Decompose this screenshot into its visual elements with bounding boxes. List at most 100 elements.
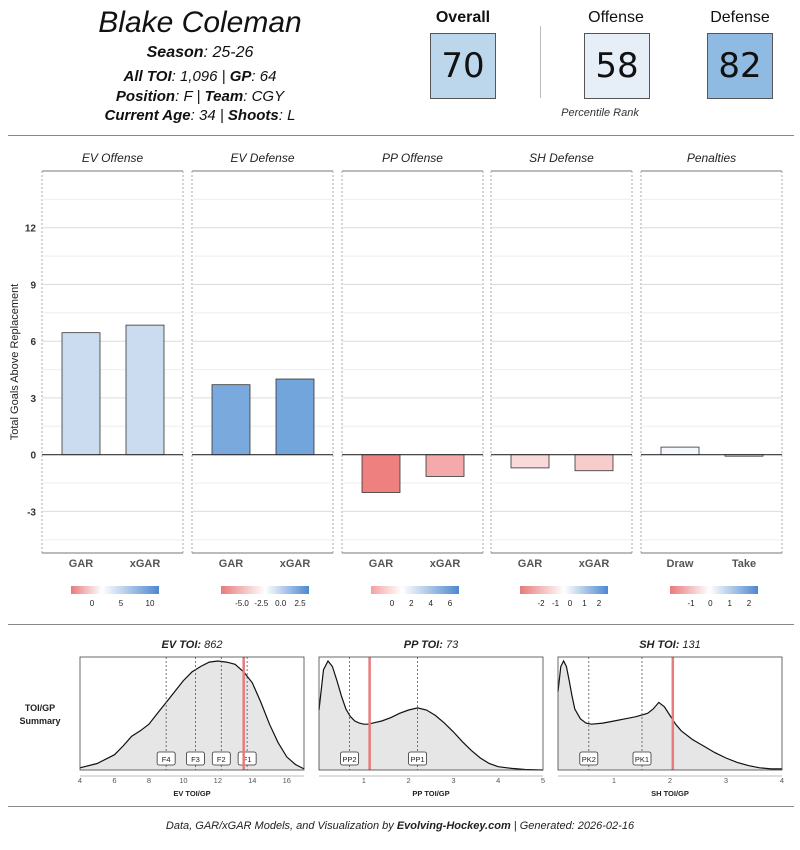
x-tick-label: 1 [362,776,366,785]
header-divider [8,135,794,136]
color-legend-bar [221,586,309,594]
panel-title: EV Offense [82,151,144,165]
chart-divider [8,624,794,625]
line-marker-label: PK1 [635,755,649,764]
footer-credit: Data, GAR/xGAR Models, and Visualization… [165,820,635,832]
y-tick-label: -3 [27,507,36,518]
color-legend-tick: -2 [537,599,545,608]
line-marker-box [186,751,205,766]
offense-rank-value: 58 [584,33,650,99]
gar-panel-penalties: Penalties Draw Take -1 0 1 2 [640,151,783,608]
density-frame [557,656,783,771]
x-tick-label: xGAR [430,558,461,570]
overall-rank-label: Overall [435,9,491,26]
color-legend-tick: 2.5 [294,599,306,608]
toi-row-label: Summary [19,716,60,726]
gar-panel-ev-offense: EV Offense GAR xGAR 0 5 10 [41,151,184,608]
season-line: Season: 25-26 [146,44,254,61]
line-marker-box [211,751,231,766]
y-axis-label: Total Goals Above Replacement [9,284,21,441]
color-legend-tick: -1 [552,599,560,608]
x-tick-label: Draw [667,558,694,570]
line-marker-label: F1 [243,755,252,764]
x-tick-label: 8 [147,776,151,785]
line-marker-label: F4 [162,755,171,764]
x-tick-label: xGAR [130,558,161,570]
x-tick-label: 4 [496,776,500,785]
x-tick-label: GAR [69,558,94,570]
density-frame [79,656,305,771]
color-legend-bar [371,586,459,594]
line-marker-label: PP2 [342,755,356,764]
color-legend-tick: 0.0 [275,599,287,608]
x-axis-label: EV TOI/GP [173,789,210,798]
bar-gar [510,454,550,469]
bar-gar [361,454,401,493]
overall-rank-value: 70 [430,33,496,99]
color-legend-bar [520,586,608,594]
density-area [80,661,304,770]
x-axis-label: SH TOI/GP [651,789,689,798]
density-frame [318,656,544,771]
x-tick-label: 4 [780,776,784,785]
gar-panel-ev-defense: EV Defense GAR xGAR -5.0 -2.5 0.0 2.5 [191,151,334,608]
line-marker-box [632,751,652,766]
toi-panel-sh-toi: SH TOI: 131 PK2 PK1 1 2 3 4 SH TOI/GP [557,639,784,798]
toi-panel-pp-toi: PP TOI: 73 PP2 PP1 1 2 3 4 5 PP TOI/GP [318,639,545,798]
color-legend-tick: 1 [582,599,587,608]
x-tick-label: 3 [724,776,728,785]
x-tick-label: GAR [219,558,244,570]
x-tick-label: 5 [541,776,545,785]
line-marker-box [156,751,176,766]
y-tick-label: 9 [30,280,36,291]
line-marker-box [340,751,359,766]
offense-rank-label: Offense [588,9,644,26]
density-line [557,659,782,770]
panel-title: SH Defense [529,151,594,165]
x-axis-label: PP TOI/GP [412,789,449,798]
gar-panel-sh-defense: SH Defense GAR xGAR -2 -1 0 1 2 [490,151,633,608]
line-marker-box [408,751,427,766]
color-legend-tick: 4 [428,599,433,608]
x-tick-label: Take [732,558,756,570]
color-legend-tick: 0 [390,599,395,608]
y-tick-label: 12 [25,224,37,235]
color-legend-tick: 0 [90,599,95,608]
x-tick-label: GAR [518,558,543,570]
bar-gar [211,384,251,456]
panel-title: PP Offense [382,151,443,165]
line-marker-box [579,751,599,766]
panel-title: Penalties [687,151,736,165]
color-legend-tick: 6 [448,599,453,608]
density-line [318,659,544,771]
color-legend-tick: 2 [747,599,752,608]
y-tick-label: 6 [30,337,36,348]
x-tick-label: 1 [612,776,616,785]
density-area [319,661,543,770]
toi-panel-title: EV TOI: 862 [162,639,223,651]
panel-title: EV Defense [230,151,294,165]
defense-rank-value: 82 [707,33,773,99]
bar-xgar [425,454,465,477]
bar-xgar [574,454,614,472]
bar-draw [660,446,700,456]
color-legend-tick: 5 [119,599,124,608]
toi-row-label: TOI/GP [25,703,55,713]
x-tick-label: xGAR [579,558,610,570]
color-legend-tick: -2.5 [254,599,268,608]
gar-panel-pp-offense: PP Offense GAR xGAR 0 2 4 6 [341,151,484,608]
x-tick-label: xGAR [280,558,311,570]
player-name: Blake Coleman [98,6,302,39]
x-tick-label: 4 [78,776,82,785]
color-legend-tick: 2 [409,599,414,608]
color-legend-tick: 0 [708,599,713,608]
x-tick-label: GAR [369,558,394,570]
rank-divider [540,26,541,98]
bar-gar [61,332,101,456]
x-tick-label: 3 [451,776,455,785]
toi-line: All TOI: 1,096 | GP: 64 [123,68,277,85]
color-legend-tick: 0 [568,599,573,608]
bar-xgar [275,378,315,456]
color-legend-tick: 1 [727,599,732,608]
line-marker-label: F3 [191,755,200,764]
